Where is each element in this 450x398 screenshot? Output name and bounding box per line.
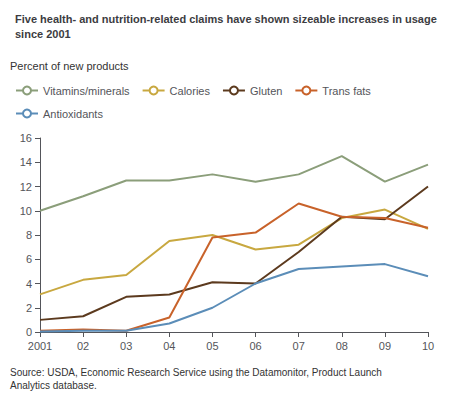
svg-text:0: 0 [26,326,32,338]
svg-text:08: 08 [336,340,348,352]
svg-text:02: 02 [77,340,89,352]
svg-text:2001: 2001 [28,340,52,352]
svg-text:4: 4 [26,278,32,290]
svg-text:Vitamins/minerals: Vitamins/minerals [43,85,130,97]
svg-text:03: 03 [120,340,132,352]
svg-text:since 2001: since 2001 [15,28,71,40]
svg-text:10: 10 [20,205,32,217]
svg-text:06: 06 [249,340,261,352]
svg-text:09: 09 [379,340,391,352]
svg-text:Trans fats: Trans fats [322,85,371,97]
svg-text:8: 8 [26,229,32,241]
svg-text:Gluten: Gluten [250,85,282,97]
svg-text:05: 05 [206,340,218,352]
svg-text:Calories: Calories [170,85,211,97]
svg-text:6: 6 [26,253,32,265]
svg-text:12: 12 [20,181,32,193]
svg-text:07: 07 [293,340,305,352]
svg-text:04: 04 [163,340,175,352]
svg-text:Source: USDA, Economic Researc: Source: USDA, Economic Research Service … [10,367,382,378]
svg-text:14: 14 [20,156,32,168]
svg-text:16: 16 [20,132,32,144]
svg-text:Percent of new products: Percent of new products [10,60,129,72]
svg-text:10: 10 [422,340,434,352]
svg-text:2: 2 [26,302,32,314]
svg-text:Antioxidants: Antioxidants [43,108,103,120]
svg-text:Five health- and nutrition-rel: Five health- and nutrition-related claim… [15,13,437,25]
svg-text:Analytics database.: Analytics database. [10,380,97,391]
